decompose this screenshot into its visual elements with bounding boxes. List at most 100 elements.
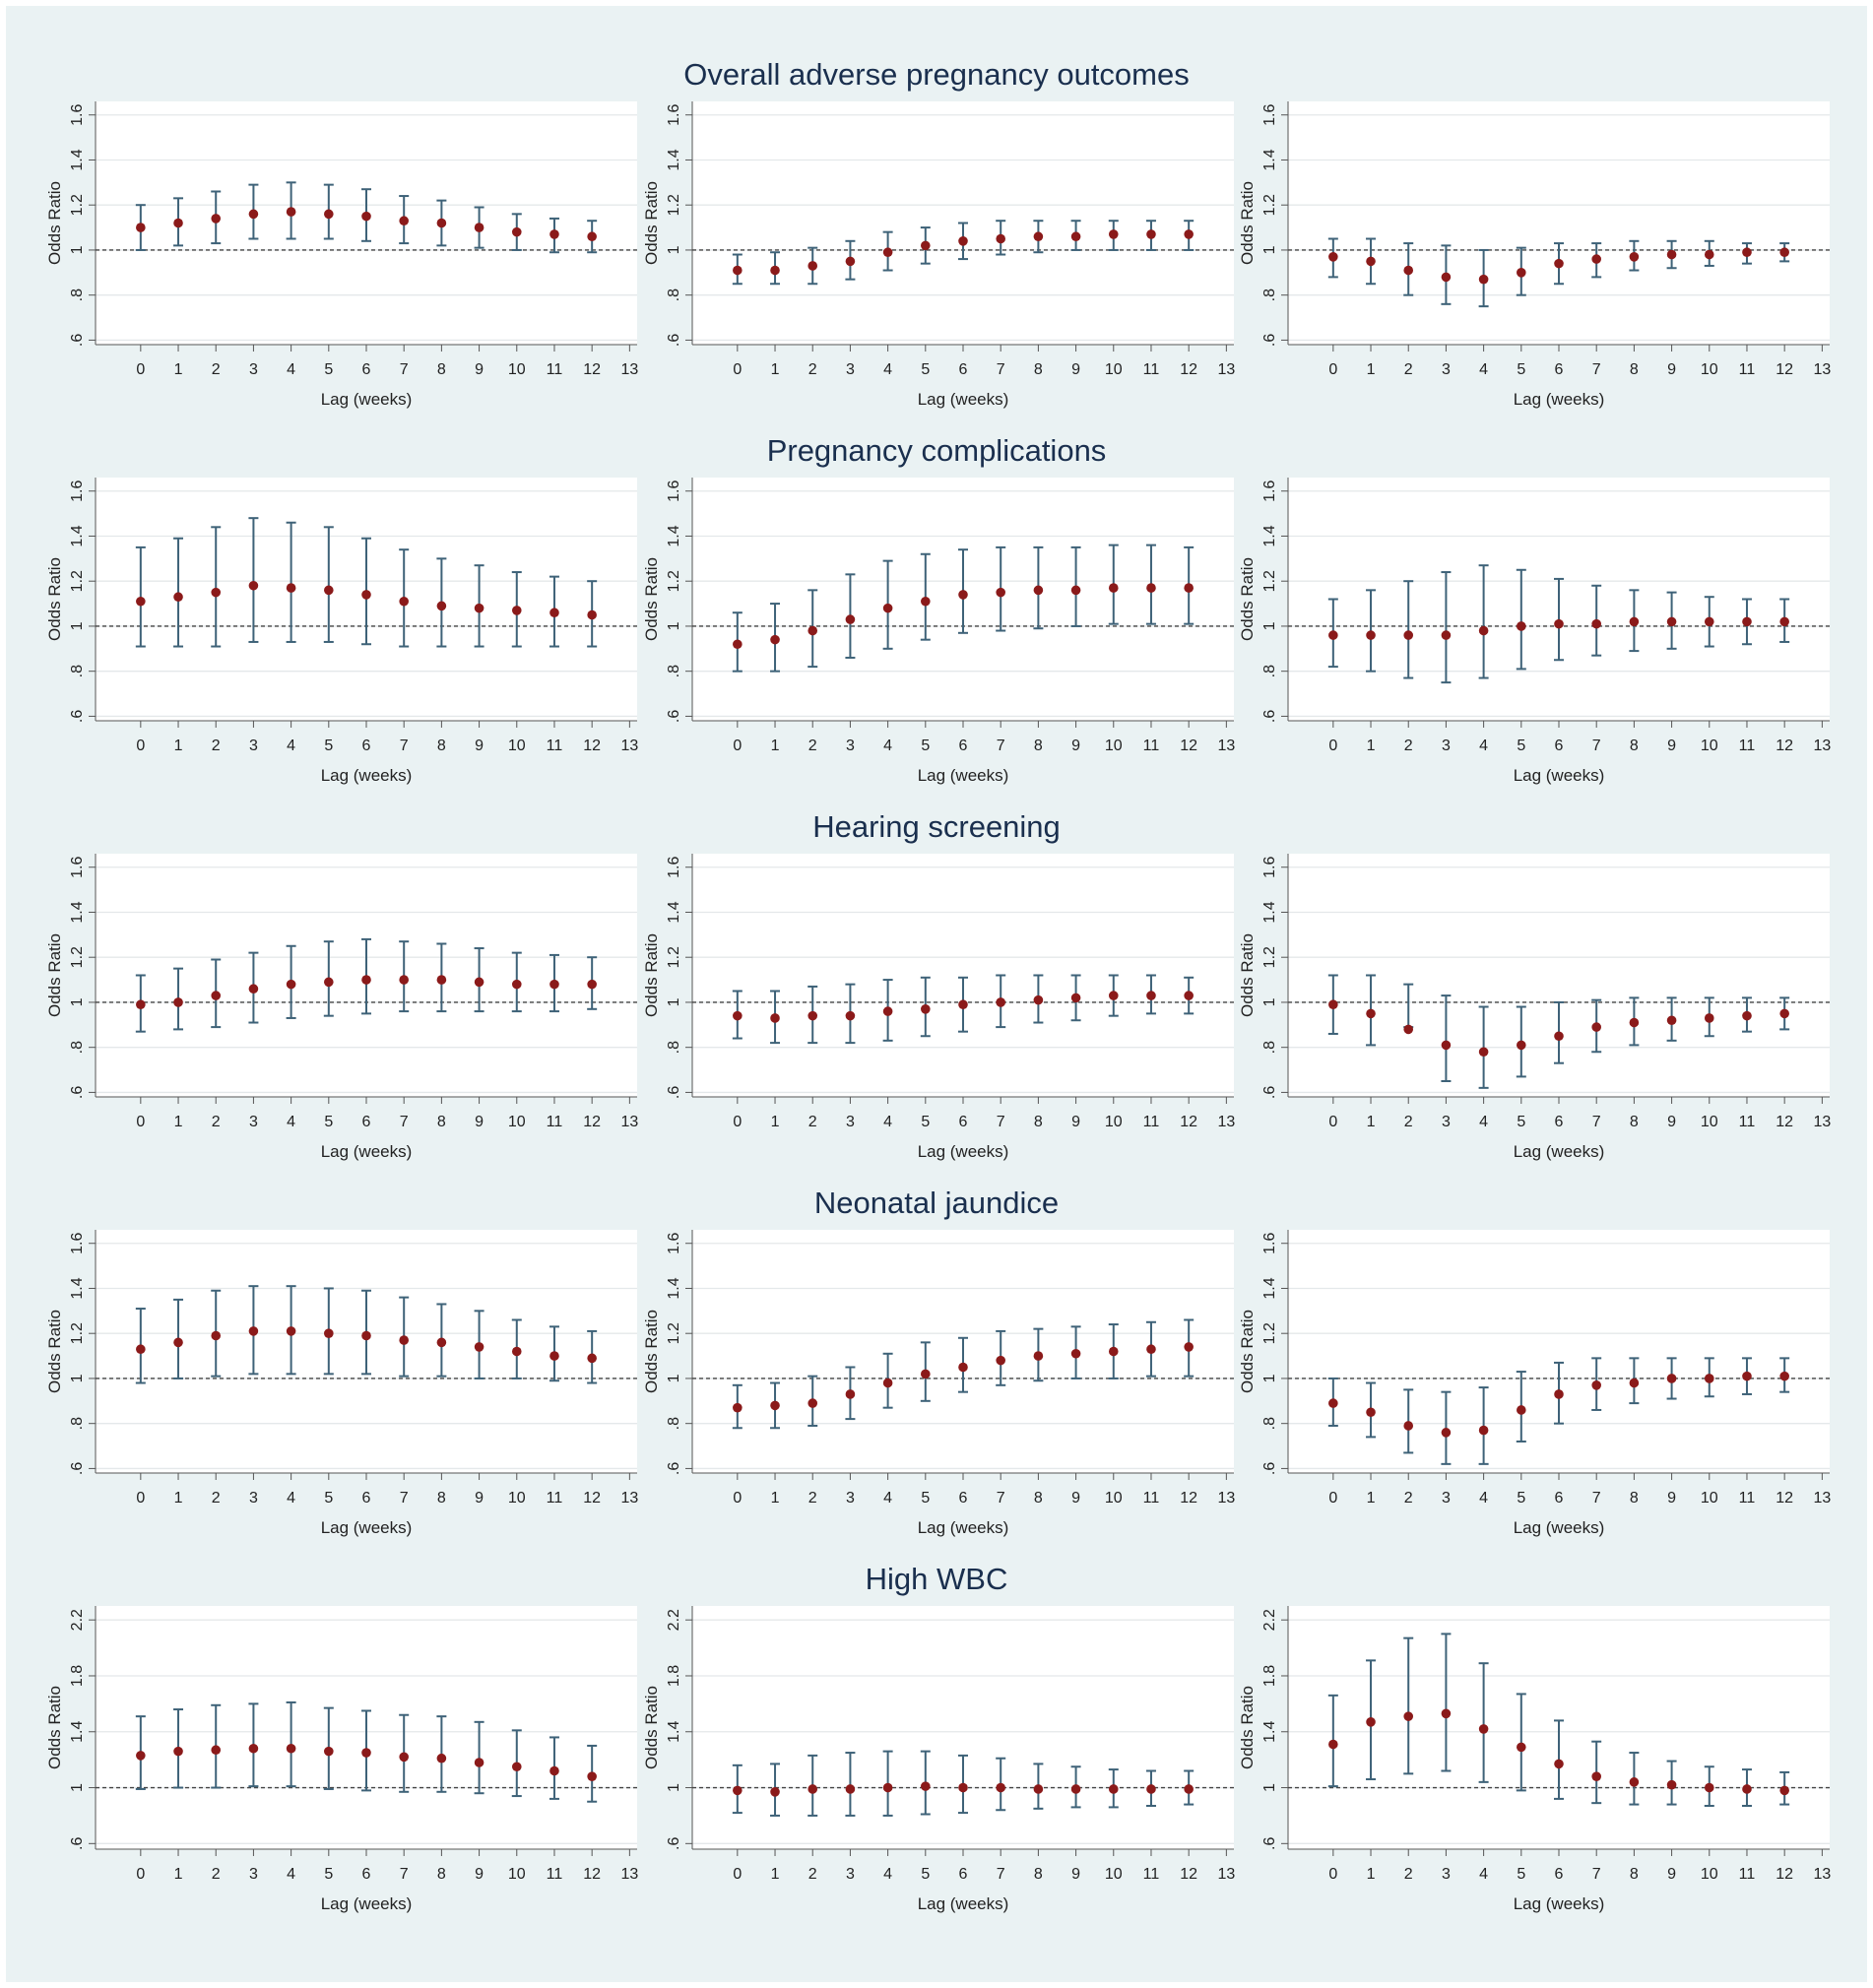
x-tick-label: 11 [1739, 1866, 1756, 1883]
odds-ratio-point [211, 214, 222, 224]
y-tick-label: .6 [69, 1086, 86, 1099]
y-tick-label: 1.2 [1261, 1322, 1278, 1344]
odds-ratio-point [770, 634, 780, 645]
x-tick-label: 11 [1739, 1114, 1756, 1130]
y-axis-title: Odds Ratio [642, 181, 661, 265]
y-tick-label: .8 [666, 1417, 682, 1430]
x-tick-label: 2 [1404, 1866, 1413, 1883]
odds-ratio-point [1108, 991, 1119, 1000]
odds-ratio-point [1070, 993, 1081, 1003]
x-tick-label: 3 [846, 1490, 855, 1507]
x-tick-label: 8 [1034, 1866, 1043, 1883]
odds-ratio-point [1666, 1374, 1677, 1383]
odds-ratio-point [1554, 1389, 1564, 1399]
odds-ratio-point [361, 1748, 371, 1758]
odds-ratio-point [958, 999, 968, 1010]
x-tick-label: 0 [1328, 1866, 1337, 1883]
y-tick-label: 1.4 [1261, 1277, 1278, 1299]
x-tick-label: 8 [1630, 1866, 1639, 1883]
x-tick-label: 9 [1071, 1490, 1080, 1507]
y-tick-label: 1 [1261, 245, 1278, 254]
odds-ratio-point [882, 1006, 893, 1016]
x-axis-title: Lag (weeks) [918, 766, 1009, 785]
x-tick-label: 13 [620, 737, 638, 754]
x-tick-label: 8 [437, 1490, 446, 1507]
odds-ratio-point [436, 218, 447, 228]
odds-ratio-point [587, 979, 597, 990]
x-tick-label: 7 [1592, 361, 1601, 378]
y-axis-title: Odds Ratio [45, 1686, 64, 1769]
odds-ratio-point [587, 1353, 597, 1364]
odds-ratio-point [136, 596, 146, 607]
y-tick-label: 1.6 [69, 104, 86, 126]
x-tick-label: 1 [771, 1114, 780, 1130]
odds-ratio-point [921, 1369, 931, 1379]
row-title: High WBC [866, 1562, 1008, 1596]
odds-ratio-point [882, 247, 893, 258]
odds-ratio-point [211, 1745, 222, 1756]
odds-ratio-point [845, 1010, 856, 1021]
x-tick-label: 12 [1180, 1114, 1197, 1130]
y-axis-title: Odds Ratio [1238, 1310, 1257, 1393]
x-axis-title: Lag (weeks) [321, 1894, 413, 1913]
x-tick-label: 6 [362, 1866, 371, 1883]
x-tick-label: 4 [1479, 1866, 1488, 1883]
chart-grid: Overall adverse pregnancy outcomes.6.811… [45, 57, 1831, 1913]
y-tick-label: .6 [666, 710, 682, 723]
x-tick-label: 7 [997, 1114, 1005, 1130]
odds-ratio-point [1779, 1371, 1789, 1381]
x-tick-label: 0 [733, 1866, 742, 1883]
x-tick-label: 13 [1813, 1490, 1831, 1507]
y-tick-label: .8 [1261, 1417, 1278, 1430]
x-tick-label: 2 [1404, 361, 1413, 378]
odds-ratio-point [173, 592, 183, 603]
y-tick-label: 1.2 [666, 570, 682, 592]
x-tick-label: 3 [249, 361, 258, 378]
x-tick-label: 4 [1479, 737, 1488, 754]
x-tick-label: 1 [771, 1490, 780, 1507]
x-tick-label: 8 [437, 361, 446, 378]
y-tick-label: 1.2 [666, 1322, 682, 1344]
odds-ratio-point [1591, 1022, 1601, 1032]
x-tick-label: 3 [249, 1490, 258, 1507]
odds-ratio-point [1666, 1779, 1677, 1790]
odds-ratio-point [1184, 991, 1194, 1000]
odds-ratio-point [1704, 616, 1714, 627]
x-axis-title: Lag (weeks) [918, 1894, 1009, 1913]
odds-ratio-point [1517, 268, 1526, 278]
odds-ratio-point [1033, 231, 1044, 242]
x-tick-label: 0 [733, 737, 742, 754]
odds-ratio-point [1704, 1013, 1714, 1023]
odds-ratio-point [1554, 1759, 1564, 1769]
odds-ratio-point [958, 1782, 968, 1793]
x-tick-label: 4 [883, 1490, 892, 1507]
x-tick-label: 3 [846, 361, 855, 378]
x-tick-label: 8 [1630, 361, 1639, 378]
y-tick-label: 1.6 [666, 104, 682, 126]
y-tick-label: 1.6 [666, 857, 682, 878]
odds-ratio-point [996, 587, 1005, 598]
odds-ratio-point [361, 975, 371, 985]
odds-ratio-point [921, 240, 931, 251]
x-tick-label: 0 [733, 1490, 742, 1507]
odds-ratio-point [248, 1326, 259, 1336]
x-tick-label: 5 [1517, 737, 1525, 754]
y-tick-label: .8 [1261, 665, 1278, 677]
x-tick-label: 2 [212, 1114, 221, 1130]
odds-ratio-point [324, 977, 334, 988]
odds-ratio-point [1403, 630, 1414, 640]
odds-ratio-point [996, 233, 1005, 244]
x-axis-title: Lag (weeks) [321, 766, 413, 785]
plot-area [1288, 1230, 1830, 1473]
odds-ratio-point [1366, 1717, 1376, 1727]
x-tick-label: 11 [547, 1866, 563, 1883]
odds-ratio-point [1742, 1784, 1752, 1794]
y-tick-label: 1.2 [666, 194, 682, 216]
odds-ratio-point [1366, 630, 1376, 640]
